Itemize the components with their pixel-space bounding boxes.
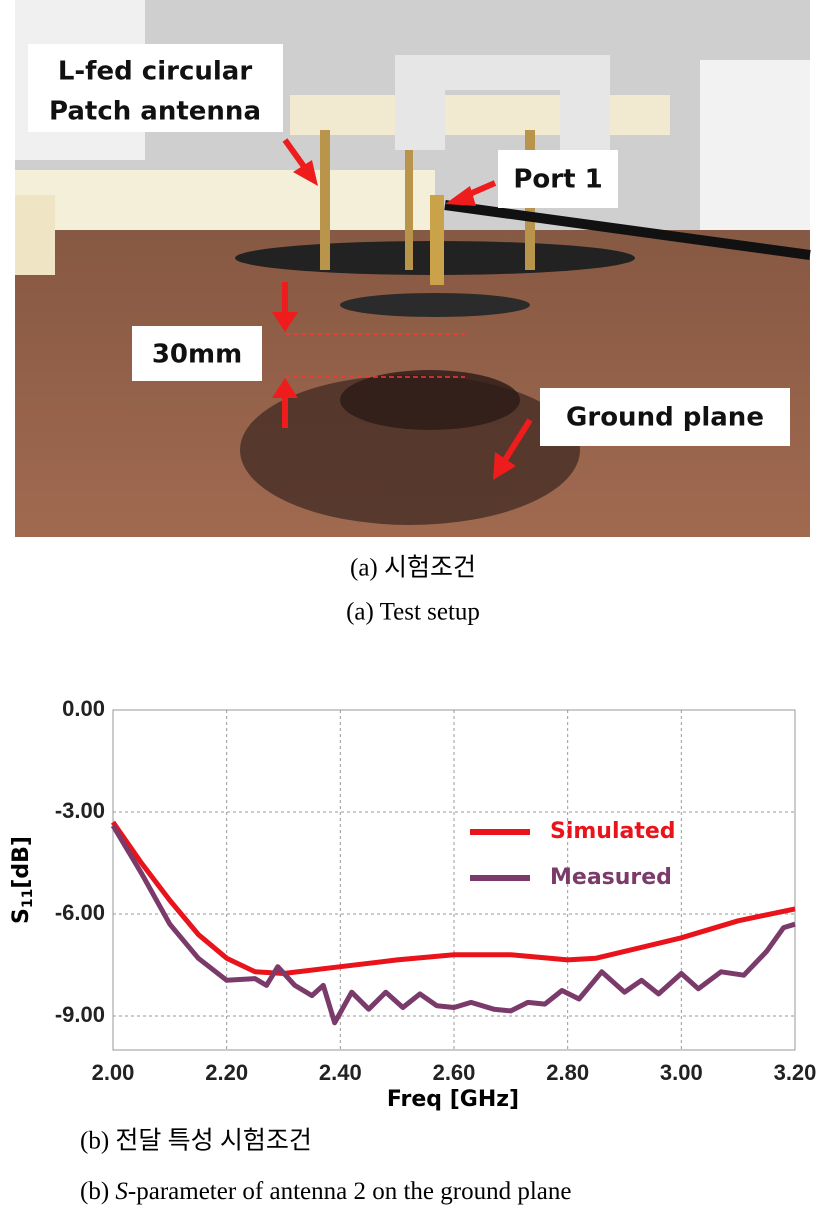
y-label-part: 11 <box>20 889 36 908</box>
caption-part: -parameter of antenna 2 on the ground pl… <box>128 1178 572 1205</box>
caption: (b) S-parameter of antenna 2 on the grou… <box>80 1178 571 1205</box>
x-tick-label: 2.60 <box>433 1060 476 1085</box>
x-tick-label: 2.80 <box>546 1060 589 1085</box>
photo: L-fed circular Patch antenna Port 1 30mm… <box>15 0 811 537</box>
y-tick-label: -9.00 <box>55 1002 105 1027</box>
photo-label: Ground plane <box>566 403 764 433</box>
photo-label: Port 1 <box>513 165 602 195</box>
y-axis-label: S11[dB] <box>9 836 36 924</box>
series-line <box>110 820 796 976</box>
caption-part: S <box>115 1178 128 1205</box>
caption: (b) 전달 특성 시험조건 <box>80 1127 312 1155</box>
y-label-part: [dB] <box>9 836 34 889</box>
x-tick-label: 2.40 <box>319 1060 362 1085</box>
x-tick-label: 3.00 <box>660 1060 703 1085</box>
x-tick-label: 2.20 <box>205 1060 248 1085</box>
legend-label: Measured <box>550 865 672 890</box>
y-tick-label: -3.00 <box>55 798 105 823</box>
legend-label: Simulated <box>550 819 676 844</box>
photo-label: 30mm <box>152 340 242 370</box>
x-tick-label: 3.20 <box>774 1060 817 1085</box>
y-tick-label: -6.00 <box>55 900 105 925</box>
photo-label: L-fed circular <box>58 57 252 87</box>
series-line <box>110 824 796 1026</box>
photo-label: Patch antenna <box>49 97 261 127</box>
x-tick-label: 2.00 <box>92 1060 135 1085</box>
caption-part: (b) <box>80 1178 115 1205</box>
caption: (a) 시험조건 <box>350 554 476 582</box>
x-axis-label: Freq [GHz] <box>387 1087 519 1112</box>
caption: (a) Test setup <box>346 599 480 626</box>
y-tick-label: 0.00 <box>62 696 105 721</box>
y-label-part: S <box>9 908 34 924</box>
